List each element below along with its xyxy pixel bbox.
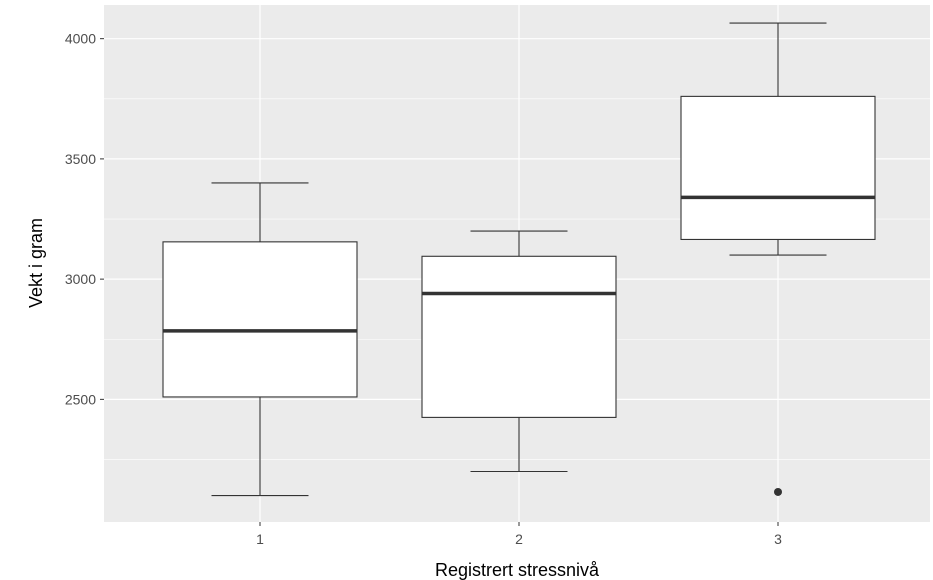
x-tick-label: 3 xyxy=(774,531,782,547)
y-tick-label: 3500 xyxy=(65,151,96,167)
box-iqr xyxy=(421,255,617,418)
box-iqr xyxy=(162,241,358,398)
boxes-layer xyxy=(162,22,876,497)
y-tick-label: 3000 xyxy=(65,271,96,287)
x-axis-title: Registrert stressnivå xyxy=(435,560,600,580)
x-tick-label: 1 xyxy=(256,531,264,547)
x-axis: 1 2 3 xyxy=(256,522,782,547)
box-group-3 xyxy=(680,22,876,496)
y-tick-label: 4000 xyxy=(65,31,96,47)
outlier-point xyxy=(774,487,782,496)
x-tick-label: 2 xyxy=(515,531,523,547)
box-iqr xyxy=(680,95,876,241)
y-axis: 2500 3000 3500 4000 xyxy=(65,31,104,407)
y-axis-title: Vekt i gram xyxy=(26,218,46,308)
box-group-1 xyxy=(162,182,358,497)
y-tick-label: 2500 xyxy=(65,391,96,407)
box-group-2 xyxy=(421,230,617,473)
